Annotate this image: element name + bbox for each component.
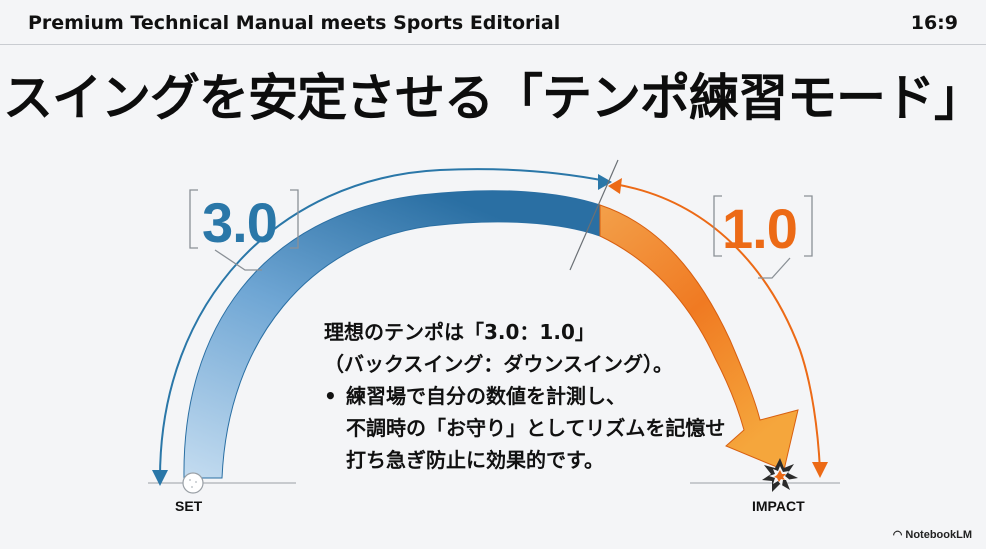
aspect-ratio-label: 16:9	[910, 12, 958, 34]
golf-ball-icon	[182, 472, 204, 494]
downswing-band	[599, 204, 799, 471]
downswing-ratio-bracket	[713, 195, 813, 279]
backswing-start-arrowhead	[152, 470, 168, 486]
notebook-icon: ◠	[892, 529, 906, 541]
downswing-outer-arc	[613, 183, 821, 471]
backswing-ratio-value: 3.0	[202, 191, 278, 254]
impact-burst-icon	[762, 458, 798, 492]
bullet-line-2: 不調時の「お守り」としてリズムを記憶せ	[346, 416, 726, 440]
impact-label: IMPACT	[752, 498, 805, 514]
downswing-end-arrowhead	[812, 462, 828, 478]
header-divider	[0, 44, 986, 45]
downswing-ratio-value: 1.0	[722, 197, 798, 260]
downswing-top-arrowhead	[608, 178, 622, 194]
description-line-1: 理想のテンポは「3.0：1.0」	[324, 320, 595, 344]
backswing-ratio-bracket	[189, 189, 299, 271]
bullet-line-3: 打ち急ぎ防止に効果的です。	[346, 448, 604, 472]
brand-label: NotebookLM	[905, 529, 972, 541]
transition-line	[569, 159, 619, 271]
description-block: 理想のテンポは「3.0：1.0」 （バックスイング：ダウンスイング）。 • 練習場…	[324, 316, 725, 476]
description-bullet: • 練習場で自分の数値を計測し、	[324, 380, 725, 412]
page-title: スイングを安定させる「テンポ練習モード」	[3, 69, 984, 127]
brand-logo: ◠ NotebookLM	[893, 528, 972, 541]
description-line-2: （バックスイング：ダウンスイング）。	[324, 352, 673, 376]
header-title: Premium Technical Manual meets Sports Ed…	[28, 12, 561, 34]
bullet-line-1: 練習場で自分の数値を計測し、	[346, 384, 626, 408]
backswing-top-arrowhead	[598, 174, 612, 190]
backswing-outer-arc	[159, 168, 607, 479]
bullet-mark: •	[324, 384, 337, 408]
set-label: SET	[175, 498, 203, 514]
